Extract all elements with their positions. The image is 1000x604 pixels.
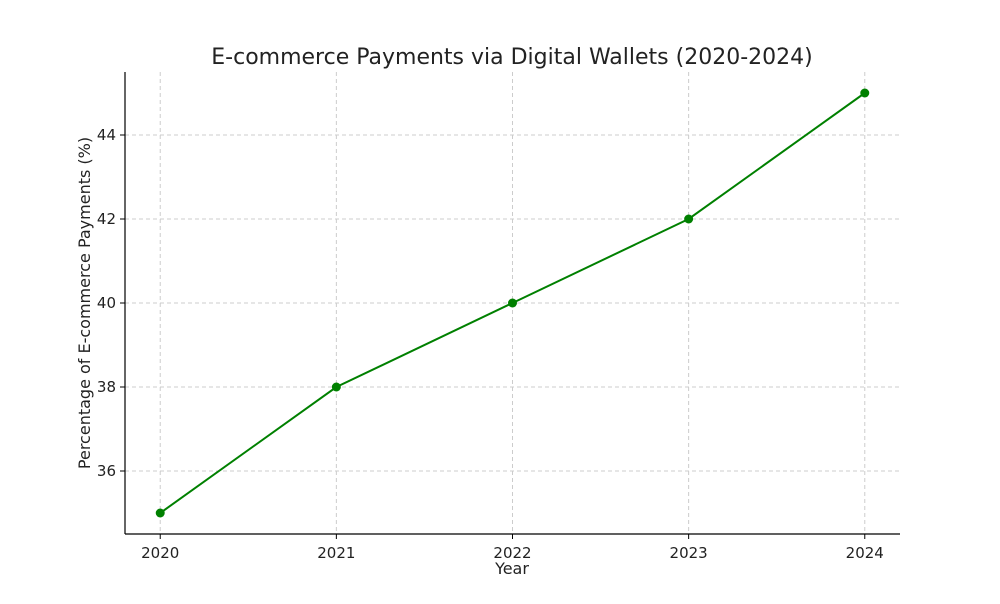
- data-point: [508, 298, 517, 308]
- x-tick-label: 2022: [493, 544, 531, 562]
- y-tick-label: 40: [97, 294, 116, 312]
- data-point: [684, 214, 694, 224]
- grid: [125, 72, 900, 534]
- y-axis-label: Percentage of E-commerce Payments (%): [75, 137, 94, 469]
- y-tick-label: 42: [97, 210, 116, 228]
- x-tick-label: 2021: [317, 544, 355, 562]
- y-tick-label: 36: [97, 462, 116, 480]
- data-point: [155, 508, 165, 518]
- y-tick-label: 38: [97, 378, 116, 396]
- y-tick-label: 44: [97, 126, 116, 144]
- x-axis-label: Year: [494, 559, 529, 578]
- series: [155, 88, 870, 518]
- x-tick-label: 2024: [846, 544, 884, 562]
- chart-title: E-commerce Payments via Digital Wallets …: [211, 45, 812, 70]
- data-point: [860, 88, 870, 98]
- data-point: [331, 382, 341, 392]
- x-tick-label: 2020: [141, 544, 179, 562]
- x-tick-label: 2023: [670, 544, 708, 562]
- ticks: 2020 2021 2022 2023 2024 36 38 40 42 44: [97, 126, 884, 562]
